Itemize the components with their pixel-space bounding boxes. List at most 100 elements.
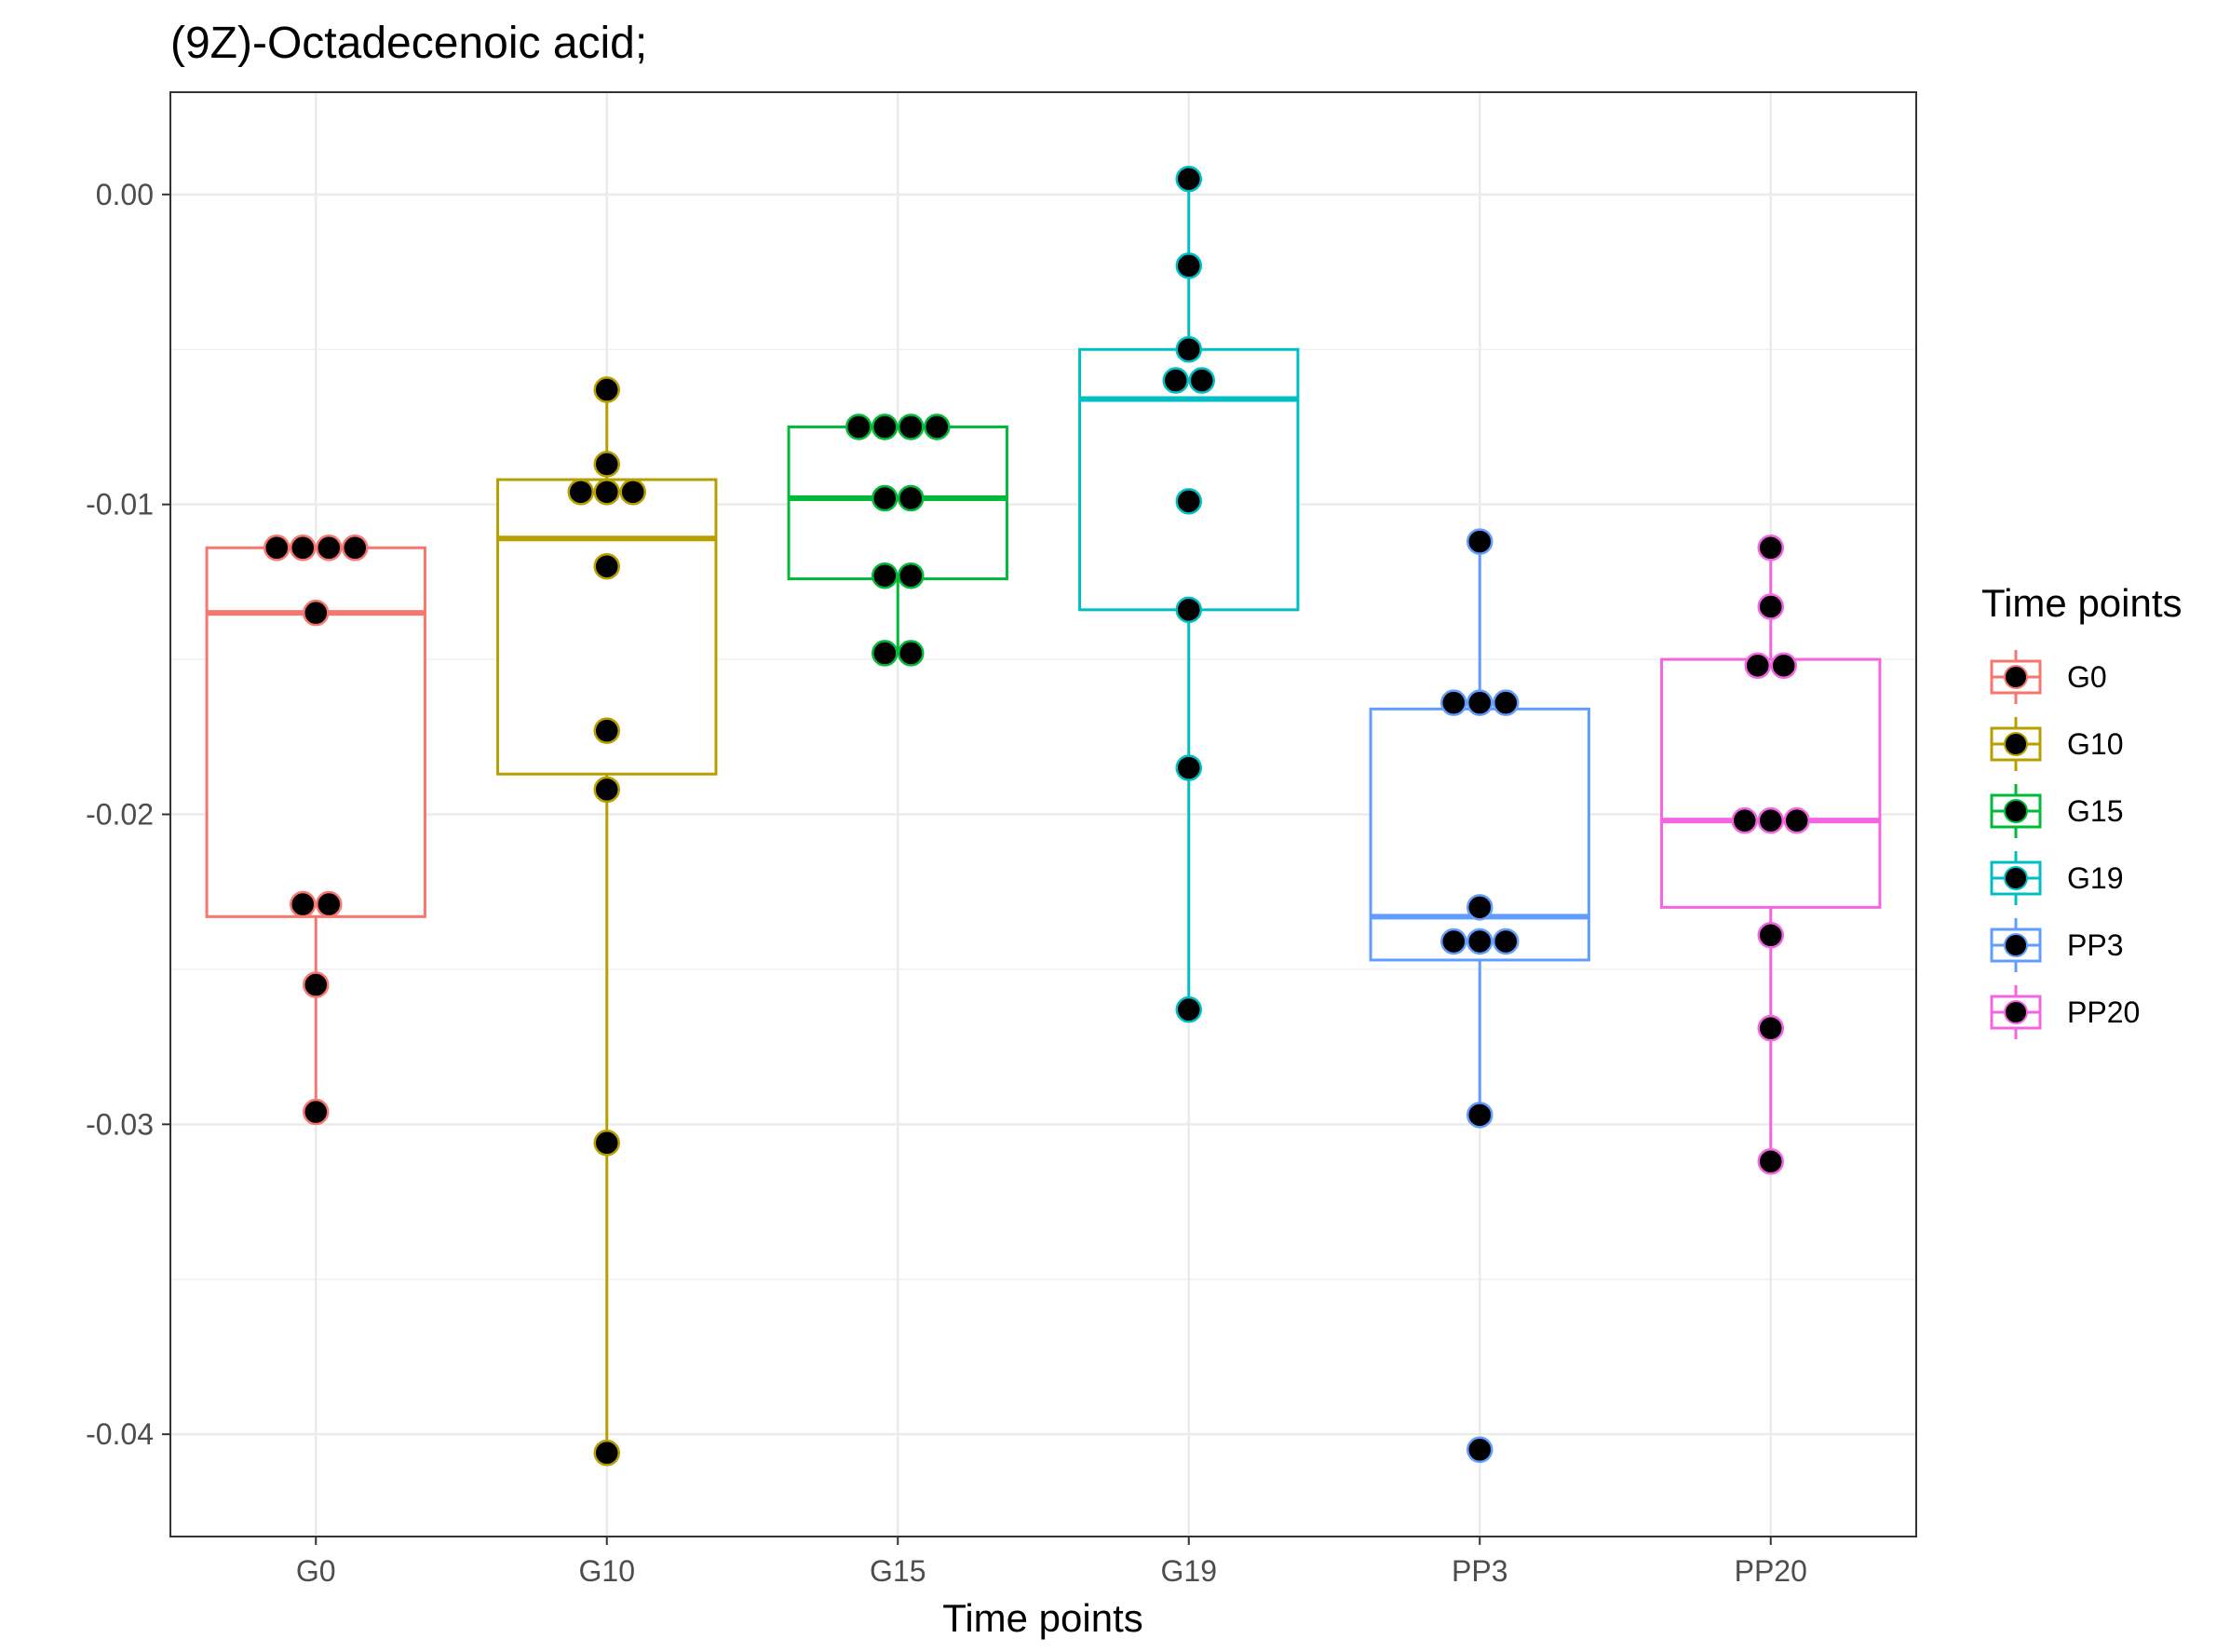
data-point — [1783, 806, 1810, 834]
data-point — [593, 479, 620, 506]
data-point — [593, 776, 620, 804]
x-tick-label: PP3 — [1452, 1554, 1507, 1588]
legend-item-g19: G19 — [1990, 851, 2123, 905]
y-axis: 0.00 -0.01 -0.02 -0.03 -0.04 — [86, 178, 170, 1451]
legend-key-point — [2004, 799, 2028, 823]
box-rect — [1660, 657, 1882, 909]
data-point — [1757, 922, 1784, 949]
box-rect — [1078, 347, 1300, 612]
y-tick-label: 0.00 — [96, 178, 154, 211]
data-point — [1175, 596, 1202, 624]
data-point — [342, 535, 369, 562]
data-point — [593, 552, 620, 580]
data-point — [303, 599, 330, 627]
box-rect — [787, 425, 1008, 581]
data-point — [1440, 689, 1467, 716]
data-point — [1466, 928, 1493, 955]
data-point — [593, 717, 620, 744]
y-tick-label: -0.04 — [86, 1417, 154, 1451]
data-point — [1466, 689, 1493, 716]
x-tick-label: G19 — [1161, 1554, 1217, 1588]
data-point — [316, 890, 343, 918]
legend-title: Time points — [1981, 581, 2183, 625]
x-tick-label: PP20 — [1735, 1554, 1807, 1588]
data-point — [593, 451, 620, 478]
x-axis: G0 G10 G15 G19 PP3 PP20 — [296, 1537, 1807, 1588]
legend-item-pp20: PP20 — [1990, 985, 2140, 1039]
data-point — [924, 413, 951, 440]
y-tick-label: -0.02 — [86, 798, 154, 832]
points — [264, 165, 1810, 1467]
y-tick-label: -0.03 — [86, 1107, 154, 1141]
y-tick-label: -0.01 — [86, 488, 154, 521]
box-g15 — [787, 425, 1008, 654]
data-point — [1493, 689, 1520, 716]
data-point — [567, 479, 594, 506]
legend: Time points G0 G10 G15 G19 PP3 PP20 — [1981, 581, 2183, 1039]
x-tick-label: G10 — [579, 1554, 635, 1588]
data-point — [898, 640, 925, 667]
data-point — [1757, 593, 1784, 620]
data-point — [872, 484, 899, 512]
data-point — [593, 376, 620, 403]
data-point — [1744, 652, 1771, 679]
legend-key-point — [2004, 1000, 2028, 1024]
legend-item-g15: G15 — [1990, 784, 2123, 838]
data-point — [872, 413, 899, 440]
data-point — [1175, 252, 1202, 279]
x-axis-title: Time points — [942, 1596, 1143, 1640]
data-point — [1162, 367, 1189, 394]
data-point — [1731, 806, 1758, 834]
data-point — [1175, 754, 1202, 781]
x-tick-label: G0 — [296, 1554, 336, 1588]
data-point — [1757, 806, 1784, 834]
legend-label: G19 — [2067, 861, 2123, 895]
data-point — [593, 1439, 620, 1467]
box-pp20 — [1660, 548, 1882, 1162]
data-point — [316, 535, 343, 562]
legend-label: PP3 — [2067, 928, 2123, 962]
data-point — [1493, 928, 1520, 955]
data-point — [845, 413, 872, 440]
data-point — [290, 890, 317, 918]
data-point — [872, 640, 899, 667]
legend-label: PP20 — [2067, 995, 2140, 1029]
data-point — [303, 1098, 330, 1126]
legend-label: G15 — [2067, 794, 2123, 828]
data-point — [1770, 652, 1797, 679]
data-point — [593, 1130, 620, 1157]
data-point — [303, 971, 330, 998]
data-point — [898, 413, 925, 440]
x-tick-label: G15 — [870, 1554, 926, 1588]
data-point — [1466, 1436, 1493, 1464]
legend-key-point — [2004, 933, 2028, 957]
box-rect — [1369, 707, 1590, 962]
data-point — [1466, 894, 1493, 921]
data-point — [1175, 995, 1202, 1023]
data-point — [1440, 928, 1467, 955]
data-point — [264, 535, 291, 562]
data-point — [1757, 535, 1784, 562]
legend-item-g10: G10 — [1990, 717, 2123, 771]
data-point — [290, 535, 317, 562]
legend-item-pp3: PP3 — [1990, 918, 2123, 972]
legend-label: G0 — [2067, 660, 2107, 694]
chart-title: (9Z)-Octadecenoic acid; — [170, 19, 647, 68]
box-g19 — [1078, 179, 1300, 1010]
legend-key-point — [2004, 866, 2028, 890]
legend-key-point — [2004, 665, 2028, 689]
legend-key-point — [2004, 732, 2028, 756]
data-point — [898, 562, 925, 589]
data-point — [1757, 1148, 1784, 1175]
data-point — [1188, 367, 1215, 394]
data-point — [1175, 488, 1202, 515]
data-point — [1757, 1014, 1784, 1042]
data-point — [1466, 1102, 1493, 1129]
data-point — [872, 562, 899, 589]
data-point — [1175, 336, 1202, 363]
legend-label: G10 — [2067, 727, 2123, 761]
data-point — [898, 484, 925, 512]
data-point — [1175, 165, 1202, 193]
legend-item-g0: G0 — [1990, 650, 2107, 704]
